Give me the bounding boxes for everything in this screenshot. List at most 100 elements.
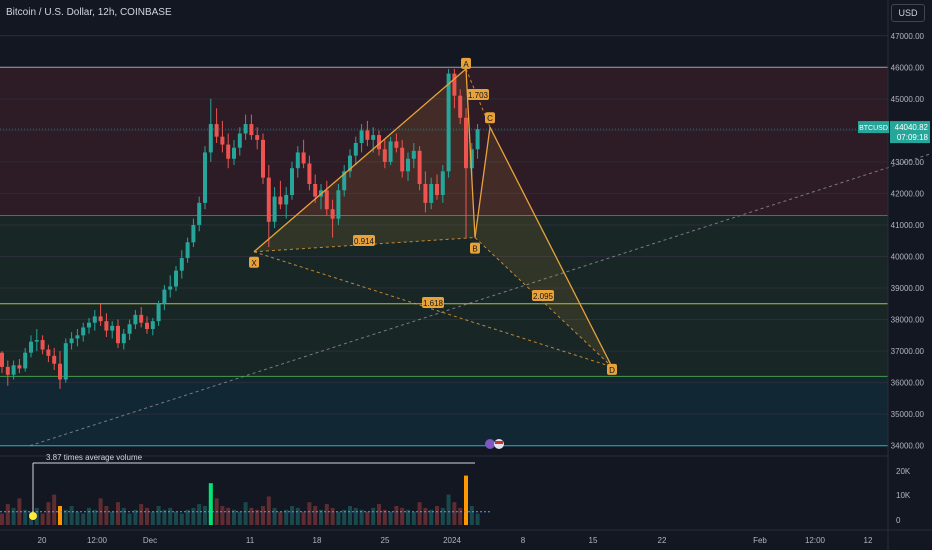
candle-body [423,183,428,203]
volume-bar [46,502,51,525]
volume-bar [336,511,341,525]
pattern-leg [489,126,613,368]
volume-bar [365,511,370,525]
volume-bar [388,511,393,525]
candle-body [336,190,341,219]
volume-bar [52,494,57,525]
volume-bar [243,502,248,525]
ratio-label: 1.703 [468,91,489,100]
ratio-label: 1.618 [423,299,444,308]
volume-bar [377,504,381,525]
volume-bar [87,507,91,525]
candle-body [179,258,184,271]
pattern-labels: X A B C D 1.703 0.914 1.618 2.095 [249,57,617,375]
candle-body [382,149,387,162]
volume-bar [261,506,265,525]
point-label: B [472,245,477,254]
volume-bar [156,506,161,525]
volume-bar [313,506,318,525]
volume-bar [255,509,260,525]
currency-button[interactable]: USD [891,4,925,22]
candle-body [11,365,16,375]
candle-body [330,209,335,219]
candle-body [185,242,190,259]
volume-bar [81,513,86,525]
candle-body [29,341,33,353]
volume-bar [23,509,28,525]
volume-bar [58,506,62,525]
time-tick: 11 [246,536,255,545]
volume-bar [464,475,468,525]
candle-layer [0,68,480,389]
candle-body [110,325,115,331]
volume-bar [342,509,347,525]
candle-body [388,141,393,162]
candle-body [156,303,161,322]
volume-bar [150,511,155,525]
candle-body [417,150,422,184]
candle-body [46,349,51,356]
volume-bar [469,506,474,525]
volume-bar [17,498,22,525]
volume-bar [440,507,445,525]
volume-bar [226,507,231,525]
candle-body [249,124,254,136]
volume-bar [452,502,457,525]
zone-teal [0,376,888,446]
candle-body [324,190,329,210]
time-tick: Feb [753,536,767,545]
candle-body [452,73,457,96]
candle-body [145,322,149,330]
point-badge [249,256,259,268]
candle-body [243,124,248,134]
candle-body [342,171,347,191]
volume-tick: 10K [896,491,911,500]
zone-green [0,215,888,377]
volume-tick: 20K [896,467,911,476]
candle-body [301,152,306,164]
last-price-tag [890,121,930,144]
time-tick: 2024 [443,536,461,545]
candle-body [255,135,260,140]
volume-bar [324,504,329,525]
volume-bar [133,509,138,525]
price-tick: 43000.00 [891,158,925,167]
volume-marker-dot [29,512,37,520]
point-label: A [463,60,469,69]
candle-body [81,327,86,336]
volume-bar [110,511,115,525]
volume-bar [237,511,242,525]
candle-body [377,135,381,150]
flag-icon-stripe [495,441,503,444]
point-badge [461,57,471,69]
volume-bar [359,509,364,525]
candle-body [162,289,167,304]
candle-body [464,117,468,169]
time-tick: 15 [589,536,598,545]
volume-bar [423,507,428,525]
candle-body [237,133,242,148]
candle-body [284,195,289,205]
candle-body [272,196,277,222]
volume-bar [40,513,45,525]
point-label: X [251,259,257,268]
candle-body [104,321,109,331]
volume-tick: 0 [896,516,901,525]
time-tick: 20 [38,536,47,545]
pattern-triangle-xab [254,68,475,252]
price-tick: 47000.00 [891,32,925,41]
candle-body [371,135,376,140]
zone-layer [0,67,888,446]
time-tick: 18 [313,536,322,545]
candle-body [400,147,405,172]
pattern-leg [253,68,467,253]
candle-body [440,171,445,196]
volume-bar [266,496,271,525]
volume-bar [232,509,236,525]
candle-body [226,144,231,159]
volume-bar [179,513,184,525]
price-tick: 46000.00 [891,63,925,72]
candle-body [365,130,370,140]
